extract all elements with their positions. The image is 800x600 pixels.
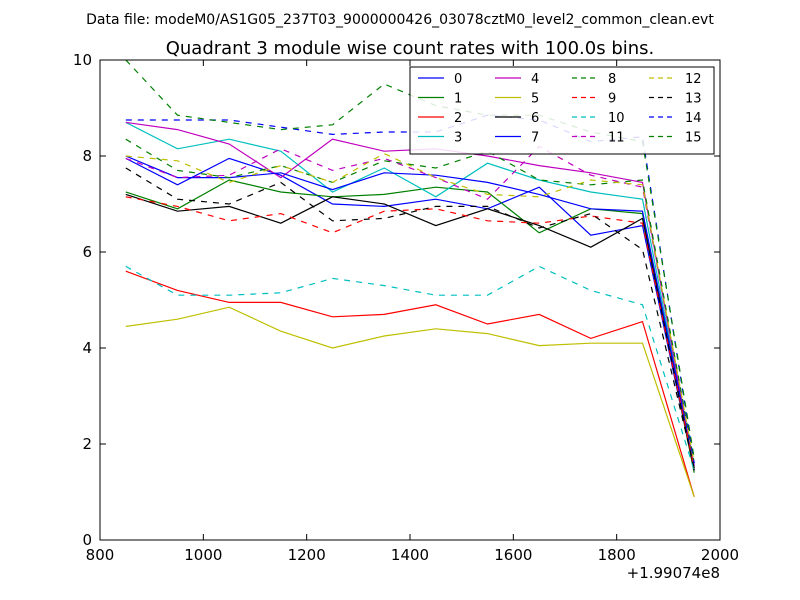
x-offset-label: +1.99074e8: [627, 564, 720, 582]
x-tick-label: 2000: [701, 546, 739, 564]
y-tick-label: 6: [82, 243, 92, 261]
x-tick-label: 800: [86, 546, 115, 564]
series-line-1: [125, 179, 695, 473]
series-line-5: [125, 306, 695, 497]
x-tick-label: 1200: [288, 546, 326, 564]
legend-label-1: 1: [454, 92, 462, 107]
series-line-7: [125, 155, 695, 466]
legend-label-7: 7: [531, 131, 539, 146]
series-line-3: [125, 121, 695, 469]
legend-label-8: 8: [608, 72, 616, 87]
legend-label-5: 5: [531, 92, 539, 107]
series-line-2: [125, 270, 695, 497]
chart-suptitle: Data file: modeM0/AS1G05_237T03_90000004…: [86, 12, 714, 28]
legend-label-10: 10: [608, 111, 625, 126]
legend-label-13: 13: [685, 92, 702, 107]
y-tick-label: 2: [82, 435, 92, 453]
legend-label-9: 9: [608, 92, 616, 107]
series-line-0: [125, 157, 695, 471]
series-line-10: [125, 265, 695, 471]
x-tick-label: 1800: [598, 546, 636, 564]
y-tick-label: 10: [73, 51, 92, 69]
legend-label-4: 4: [531, 72, 539, 87]
legend-label-6: 6: [531, 111, 539, 126]
series-line-11: [125, 145, 695, 466]
y-tick-label: 8: [82, 147, 92, 165]
x-tick-label: 1600: [494, 546, 532, 564]
y-tick-label: 0: [82, 531, 92, 549]
legend-label-3: 3: [454, 131, 462, 146]
series-line-6: [125, 193, 695, 471]
series-line-8: [125, 138, 695, 464]
legend-label-12: 12: [685, 72, 702, 87]
series-line-12: [125, 152, 695, 464]
legend-label-15: 15: [685, 131, 702, 146]
x-tick-label: 1000: [184, 546, 222, 564]
legend-label-14: 14: [685, 111, 702, 126]
legend-box: [409, 66, 715, 155]
series-line-9: [125, 196, 695, 469]
y-tick-label: 4: [82, 339, 92, 357]
legend-label-2: 2: [454, 111, 462, 126]
legend-label-11: 11: [608, 131, 625, 146]
series-line-13: [125, 167, 695, 469]
legend-label-0: 0: [454, 72, 462, 87]
chart-title: Quadrant 3 module wise count rates with …: [166, 38, 655, 59]
x-tick-label: 1400: [391, 546, 429, 564]
